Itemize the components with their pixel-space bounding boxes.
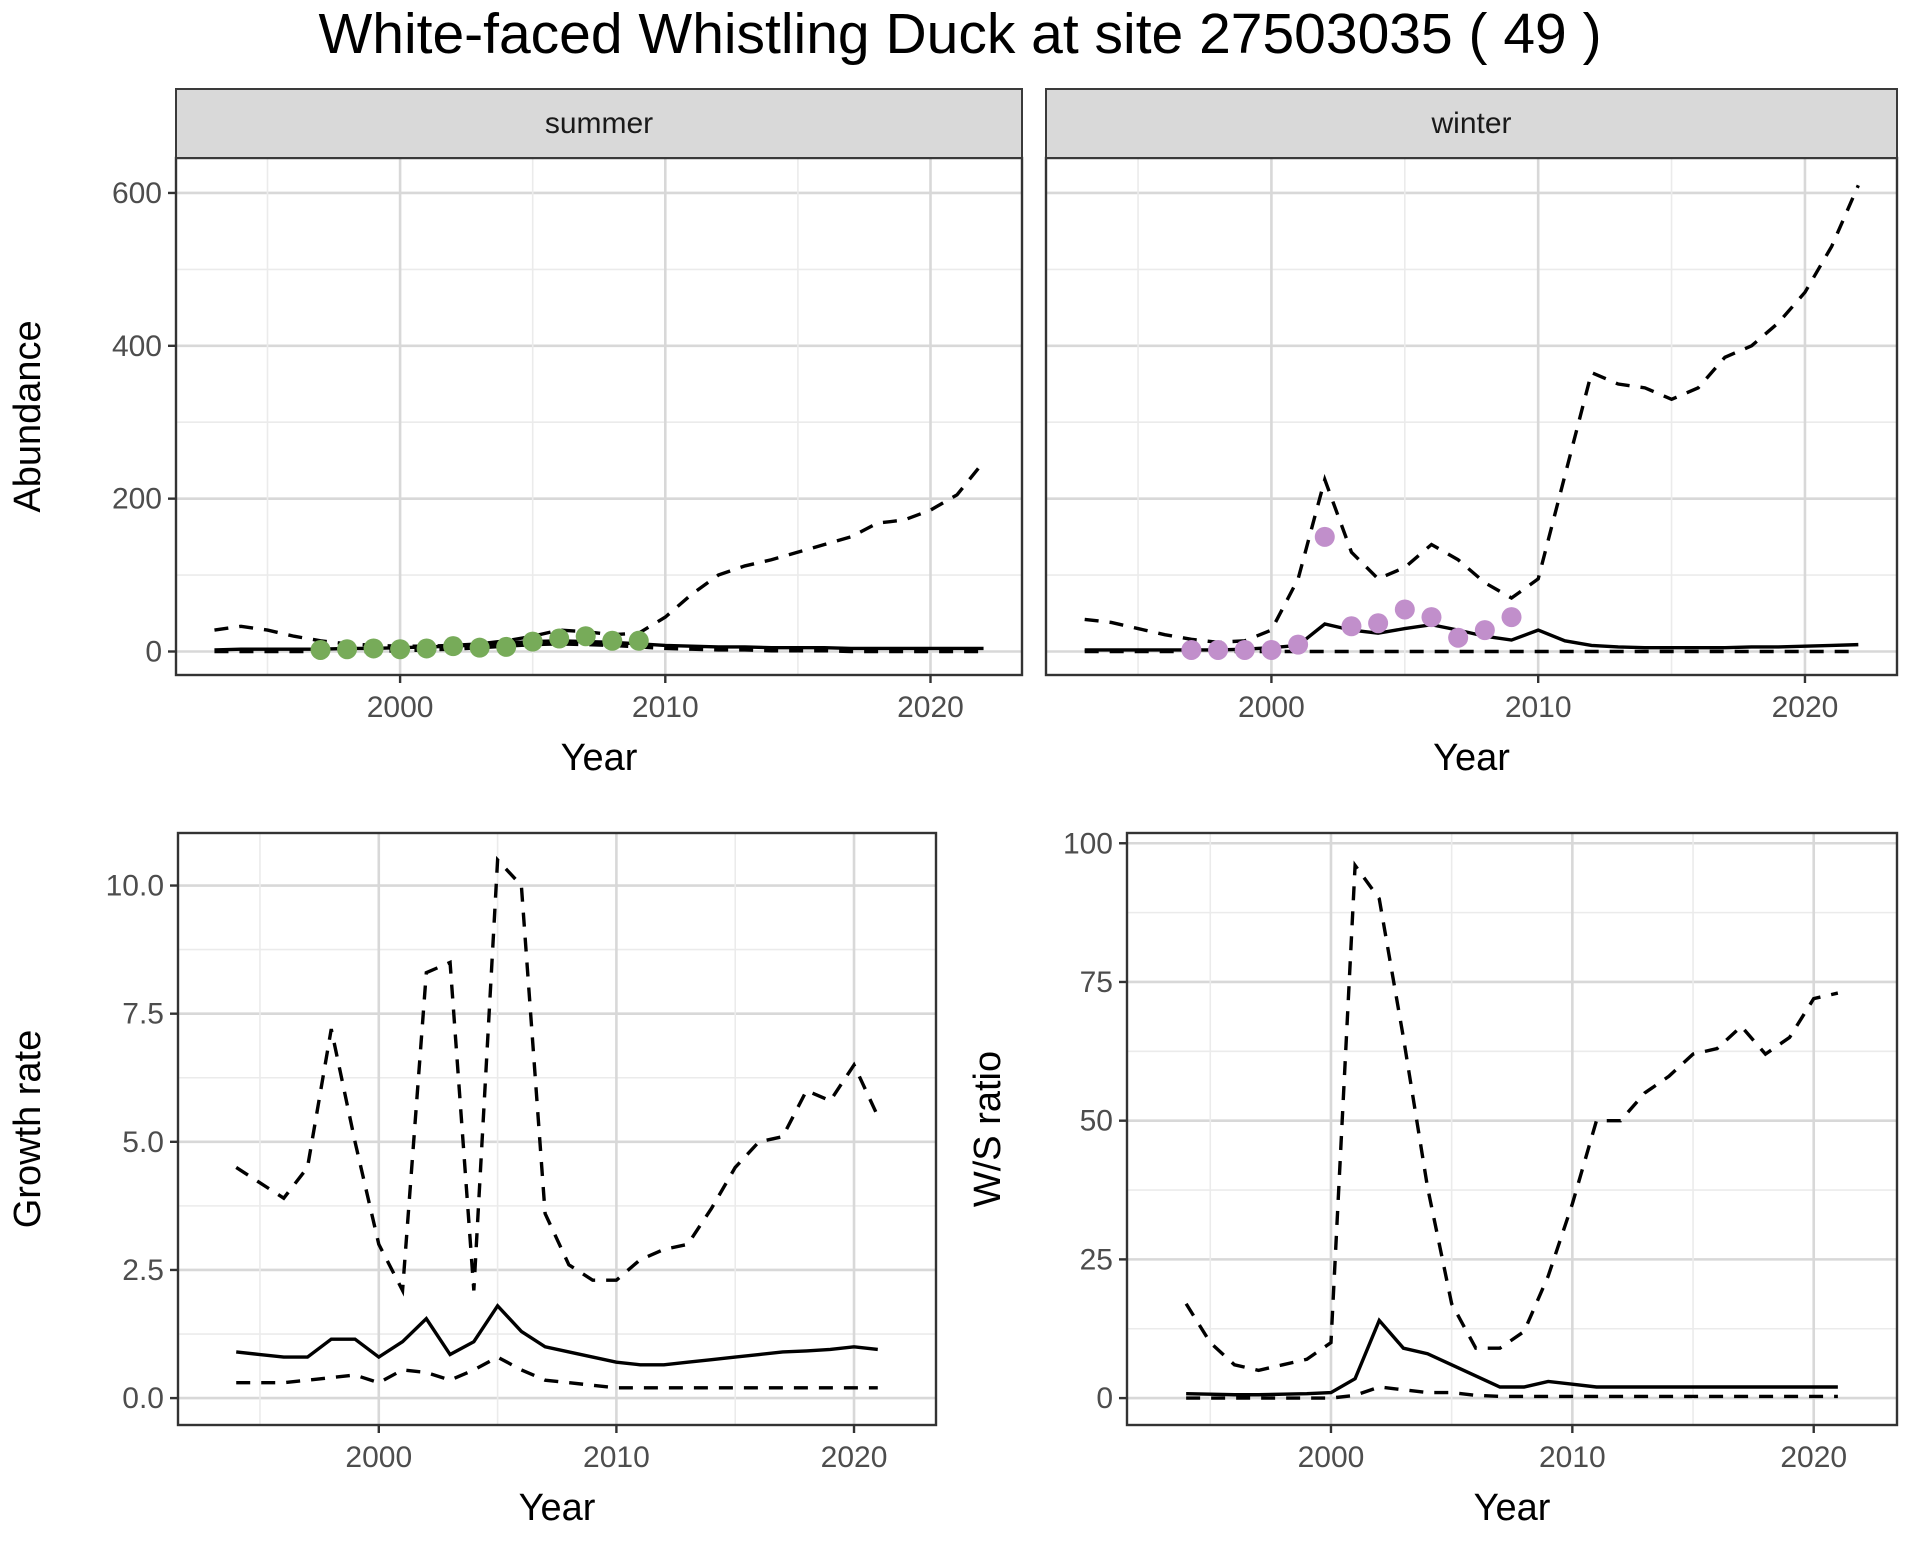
svg-text:0: 0 — [145, 636, 162, 669]
svg-text:25: 25 — [1080, 1243, 1113, 1276]
svg-text:winter: winter — [1430, 107, 1511, 140]
svg-text:2020: 2020 — [1772, 691, 1839, 724]
svg-text:2000: 2000 — [367, 691, 434, 724]
svg-text:7.5: 7.5 — [122, 998, 164, 1031]
svg-text:White-faced Whistling Duck at: White-faced Whistling Duck at site 27503… — [318, 2, 1601, 66]
svg-text:Year: Year — [561, 737, 638, 779]
svg-text:2020: 2020 — [821, 1441, 888, 1474]
svg-text:200: 200 — [112, 483, 162, 516]
svg-text:2010: 2010 — [583, 1441, 650, 1474]
svg-text:Year: Year — [1474, 1487, 1551, 1529]
svg-text:Year: Year — [519, 1487, 596, 1529]
svg-text:Growth rate: Growth rate — [7, 1030, 49, 1229]
svg-text:2000: 2000 — [1238, 691, 1305, 724]
svg-text:10.0: 10.0 — [106, 870, 164, 903]
svg-text:0.0: 0.0 — [122, 1382, 164, 1415]
svg-text:2020: 2020 — [897, 691, 964, 724]
svg-text:W/S ratio: W/S ratio — [967, 1051, 1009, 1207]
svg-text:2020: 2020 — [1780, 1441, 1847, 1474]
svg-text:2010: 2010 — [1539, 1441, 1606, 1474]
svg-text:2010: 2010 — [1505, 691, 1572, 724]
svg-text:100: 100 — [1063, 827, 1113, 860]
svg-text:2.5: 2.5 — [122, 1254, 164, 1287]
svg-text:2010: 2010 — [632, 691, 699, 724]
svg-text:75: 75 — [1080, 966, 1113, 999]
svg-text:5.0: 5.0 — [122, 1126, 164, 1159]
svg-text:400: 400 — [112, 330, 162, 363]
svg-text:600: 600 — [112, 177, 162, 210]
svg-text:2000: 2000 — [345, 1441, 412, 1474]
svg-text:Abundance: Abundance — [7, 320, 49, 512]
svg-text:Year: Year — [1433, 737, 1510, 779]
svg-text:0: 0 — [1096, 1382, 1113, 1415]
svg-text:50: 50 — [1080, 1105, 1113, 1138]
svg-text:summer: summer — [545, 107, 653, 140]
svg-text:2000: 2000 — [1298, 1441, 1365, 1474]
